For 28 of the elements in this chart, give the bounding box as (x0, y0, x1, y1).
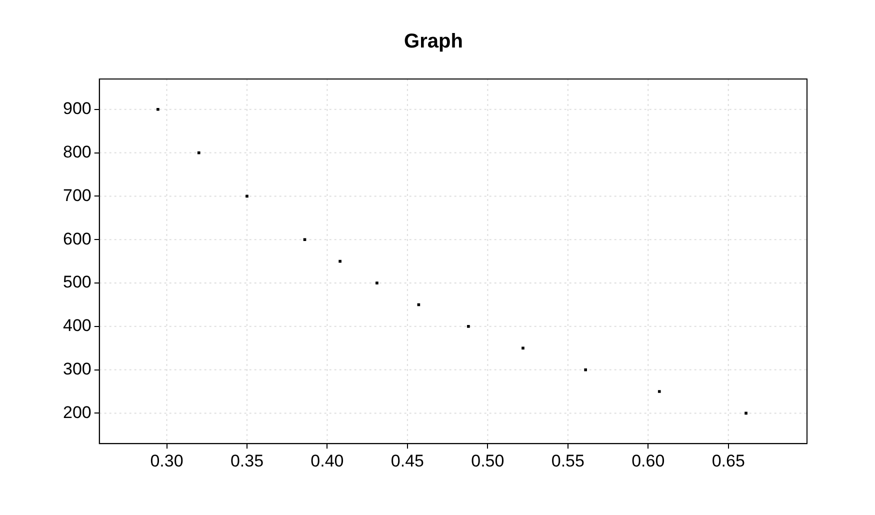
x-tick-label: 0.55 (551, 451, 584, 470)
point (744, 412, 748, 415)
y-tick-label: 300 (62, 360, 92, 378)
y-tick-label: 700 (62, 186, 92, 205)
x-tick-label: 0.60 (632, 451, 665, 470)
point (303, 238, 306, 242)
x-tick-label: 0.45 (390, 451, 424, 470)
y-tick-label: 400 (62, 316, 92, 336)
point (584, 368, 587, 372)
y-tick-label: 500 (62, 272, 92, 292)
y-tick-label: 600 (62, 229, 92, 248)
x-tick-label: 0.40 (310, 451, 344, 470)
point (658, 390, 661, 393)
point (522, 346, 524, 350)
x-tick-label: 0.30 (150, 451, 184, 470)
x-tick-label: 0.35 (230, 451, 264, 470)
chart-title: Graph (404, 30, 463, 53)
y-tick-label: 200 (62, 402, 92, 422)
point (338, 260, 342, 263)
x-tick-label: 0.65 (712, 451, 745, 470)
y-tick-label: 800 (62, 142, 92, 162)
point (376, 282, 378, 284)
y-tick-label: 900 (62, 99, 92, 118)
point (467, 324, 470, 328)
point (246, 194, 248, 198)
x-tick-label: 0.50 (471, 451, 504, 470)
point (156, 108, 160, 111)
point (197, 151, 200, 154)
